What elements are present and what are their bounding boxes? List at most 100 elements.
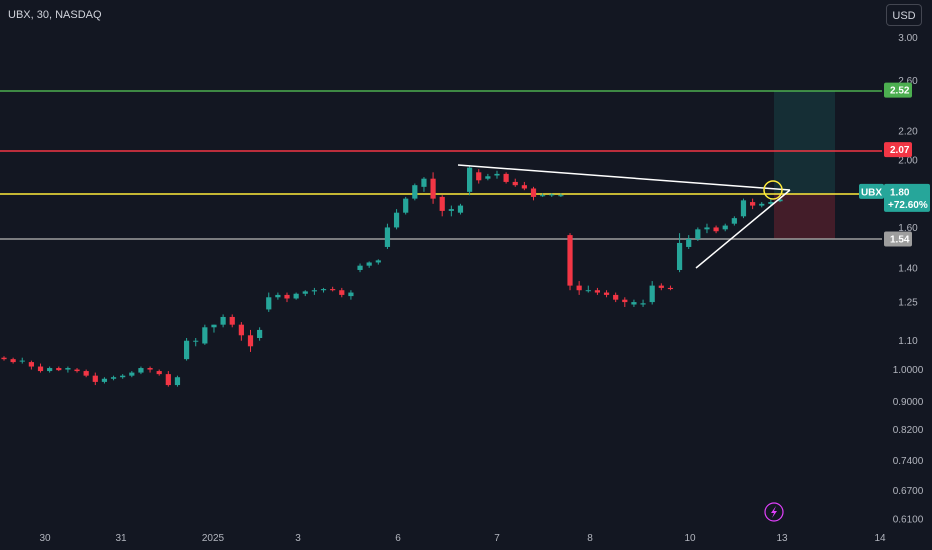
candle-body — [311, 290, 317, 292]
candle — [649, 281, 655, 305]
target-zone — [774, 91, 835, 194]
candle — [10, 357, 16, 364]
candle-body — [92, 375, 98, 382]
candle — [247, 329, 254, 352]
candle — [676, 233, 683, 273]
candle — [476, 169, 482, 184]
candle — [585, 285, 591, 293]
candle-body — [37, 366, 44, 372]
candle-body — [101, 378, 108, 382]
candle — [302, 290, 308, 297]
candle — [220, 314, 226, 328]
svg-text:1.54: 1.54 — [890, 235, 910, 246]
svg-text:2.07: 2.07 — [890, 145, 910, 156]
candle — [1, 356, 7, 361]
candle — [750, 198, 756, 210]
candle — [722, 223, 728, 232]
candle-body — [366, 262, 372, 266]
candle-body — [768, 202, 774, 204]
candle-body — [613, 294, 619, 300]
candle — [640, 299, 646, 307]
candle-body — [695, 229, 701, 239]
candle-body — [220, 316, 226, 325]
candle — [129, 371, 135, 378]
price-label-target: 2.52 — [884, 82, 912, 98]
currency-button[interactable]: USD — [886, 4, 922, 26]
candle-body — [759, 203, 765, 206]
candle-body — [631, 302, 637, 305]
candle — [467, 166, 473, 196]
candle-body — [247, 335, 254, 347]
candle-body — [330, 289, 336, 291]
candle — [357, 263, 363, 273]
candle-body — [28, 362, 34, 367]
candle — [658, 283, 664, 291]
symbol-tag: UBX — [859, 183, 884, 199]
y-tick-label: 2.60 — [898, 76, 918, 87]
candle-body — [713, 227, 719, 232]
candle-body — [549, 194, 555, 196]
y-tick-label: 0.7400 — [893, 456, 924, 467]
candle-body — [494, 173, 500, 176]
candle-body — [202, 327, 208, 344]
candle-body — [722, 225, 728, 230]
candle — [156, 369, 162, 376]
candle-body — [339, 290, 345, 295]
candle-body — [412, 185, 418, 199]
candle-body — [594, 290, 601, 293]
candle-body — [439, 196, 445, 211]
candle-body — [357, 265, 363, 270]
current-price-label: 1.80 +72.60% — [884, 183, 930, 212]
candle-body — [238, 324, 244, 336]
candles-group — [1, 166, 783, 387]
candle-body — [147, 368, 153, 370]
candle — [686, 235, 692, 249]
candle-body — [165, 374, 171, 386]
candle-body — [293, 293, 299, 299]
candle — [147, 366, 153, 373]
candle — [37, 363, 44, 373]
candle-body — [467, 167, 473, 192]
candle-body — [1, 357, 7, 360]
candle — [667, 285, 674, 291]
candle-body — [284, 294, 290, 299]
y-tick-label: 2.00 — [898, 155, 918, 166]
candle-body — [640, 303, 646, 305]
candle-body — [275, 294, 281, 298]
candle — [403, 196, 409, 215]
candle — [530, 186, 537, 201]
candle — [165, 371, 171, 387]
candle — [503, 172, 509, 184]
y-tick-label: 1.25 — [898, 298, 918, 309]
y-tick-label: 3.00 — [898, 33, 918, 44]
candle-body — [129, 372, 135, 376]
candle — [266, 292, 272, 312]
candle-body — [622, 299, 628, 303]
candle — [138, 366, 144, 375]
candle — [704, 223, 710, 234]
candle — [330, 286, 336, 292]
candle-body — [521, 185, 527, 189]
candle-body — [512, 181, 518, 186]
candle-body — [704, 227, 710, 230]
x-tick-label: 6 — [395, 533, 401, 544]
candle-body — [348, 292, 354, 297]
candle-body — [540, 195, 546, 197]
price-label-stop: 1.54 — [884, 231, 912, 247]
candle-body — [448, 209, 454, 211]
candle — [521, 181, 527, 191]
candle-body — [266, 297, 272, 310]
candle-body — [658, 285, 664, 288]
candle — [740, 198, 747, 219]
y-tick-label: 1.10 — [898, 336, 918, 347]
candle — [193, 337, 199, 347]
candle — [284, 292, 290, 303]
candle-body — [183, 340, 190, 360]
candle-body — [403, 198, 409, 213]
lightning-icon[interactable] — [764, 502, 784, 522]
candle-body — [65, 368, 71, 370]
candle-body — [731, 218, 737, 224]
candle-body — [567, 235, 573, 286]
